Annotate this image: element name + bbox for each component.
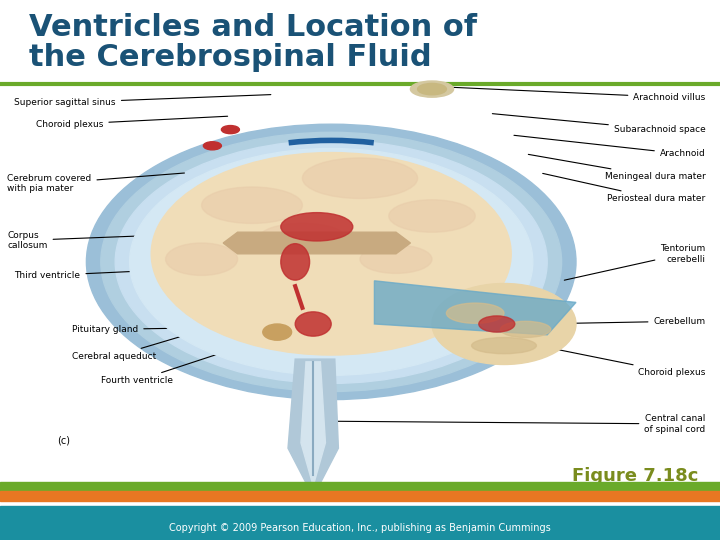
Ellipse shape	[281, 244, 310, 280]
Text: Tentorium
cerebelli: Tentorium cerebelli	[564, 244, 706, 280]
Text: (c): (c)	[58, 435, 71, 445]
Polygon shape	[288, 359, 338, 497]
Text: Ventricles and Location of: Ventricles and Location of	[29, 14, 477, 43]
Ellipse shape	[446, 303, 504, 323]
Text: Third ventricle: Third ventricle	[14, 265, 278, 280]
Ellipse shape	[360, 245, 432, 273]
Ellipse shape	[295, 312, 331, 336]
Ellipse shape	[302, 158, 418, 198]
Ellipse shape	[151, 152, 511, 355]
Text: Copyright © 2009 Pearson Education, Inc., publishing as Benjamin Cummings: Copyright © 2009 Pearson Education, Inc.…	[169, 523, 551, 533]
Text: Pituitary gland: Pituitary gland	[72, 325, 271, 334]
Text: Choroid plexus: Choroid plexus	[36, 116, 228, 129]
Text: the Cerebrospinal Fluid: the Cerebrospinal Fluid	[29, 43, 431, 72]
Text: Cerebrum covered
with pia mater: Cerebrum covered with pia mater	[7, 173, 184, 193]
Polygon shape	[301, 362, 325, 486]
Polygon shape	[223, 232, 410, 254]
Ellipse shape	[432, 284, 576, 364]
Ellipse shape	[222, 126, 239, 134]
Ellipse shape	[500, 321, 551, 338]
Ellipse shape	[86, 124, 576, 400]
Ellipse shape	[203, 141, 222, 150]
Ellipse shape	[166, 243, 238, 275]
Text: Corpus
callosum: Corpus callosum	[7, 231, 235, 250]
Bar	[0, 482, 720, 491]
Ellipse shape	[259, 224, 346, 252]
Text: Cerebellum: Cerebellum	[536, 317, 706, 326]
Bar	[0, 506, 720, 511]
Polygon shape	[374, 281, 576, 335]
Ellipse shape	[418, 83, 446, 95]
Text: Arachnoid: Arachnoid	[514, 136, 706, 158]
Ellipse shape	[479, 316, 515, 332]
Bar	[0, 511, 720, 540]
Ellipse shape	[130, 148, 533, 375]
Text: Subarachnoid space: Subarachnoid space	[492, 113, 706, 134]
Ellipse shape	[472, 338, 536, 354]
Ellipse shape	[281, 213, 353, 241]
Ellipse shape	[263, 324, 292, 340]
Text: Periosteal dura mater: Periosteal dura mater	[543, 173, 706, 203]
Ellipse shape	[101, 132, 562, 392]
Text: Meningeal dura mater: Meningeal dura mater	[528, 154, 706, 181]
Ellipse shape	[202, 187, 302, 224]
Text: Figure 7.18c: Figure 7.18c	[572, 467, 698, 485]
Ellipse shape	[410, 81, 454, 97]
Text: Arachnoid villus: Arachnoid villus	[435, 86, 706, 102]
Text: Choroid plexus: Choroid plexus	[514, 341, 706, 377]
Text: Fourth ventricle: Fourth ventricle	[101, 325, 307, 385]
Text: Central canal
of spinal cord: Central canal of spinal cord	[330, 414, 706, 434]
Ellipse shape	[389, 200, 475, 232]
Ellipse shape	[115, 140, 547, 383]
Text: Cerebral aqueduct: Cerebral aqueduct	[72, 303, 292, 361]
Bar	[0, 491, 720, 501]
Text: Superior sagittal sinus: Superior sagittal sinus	[14, 94, 271, 107]
Bar	[0, 511, 720, 516]
